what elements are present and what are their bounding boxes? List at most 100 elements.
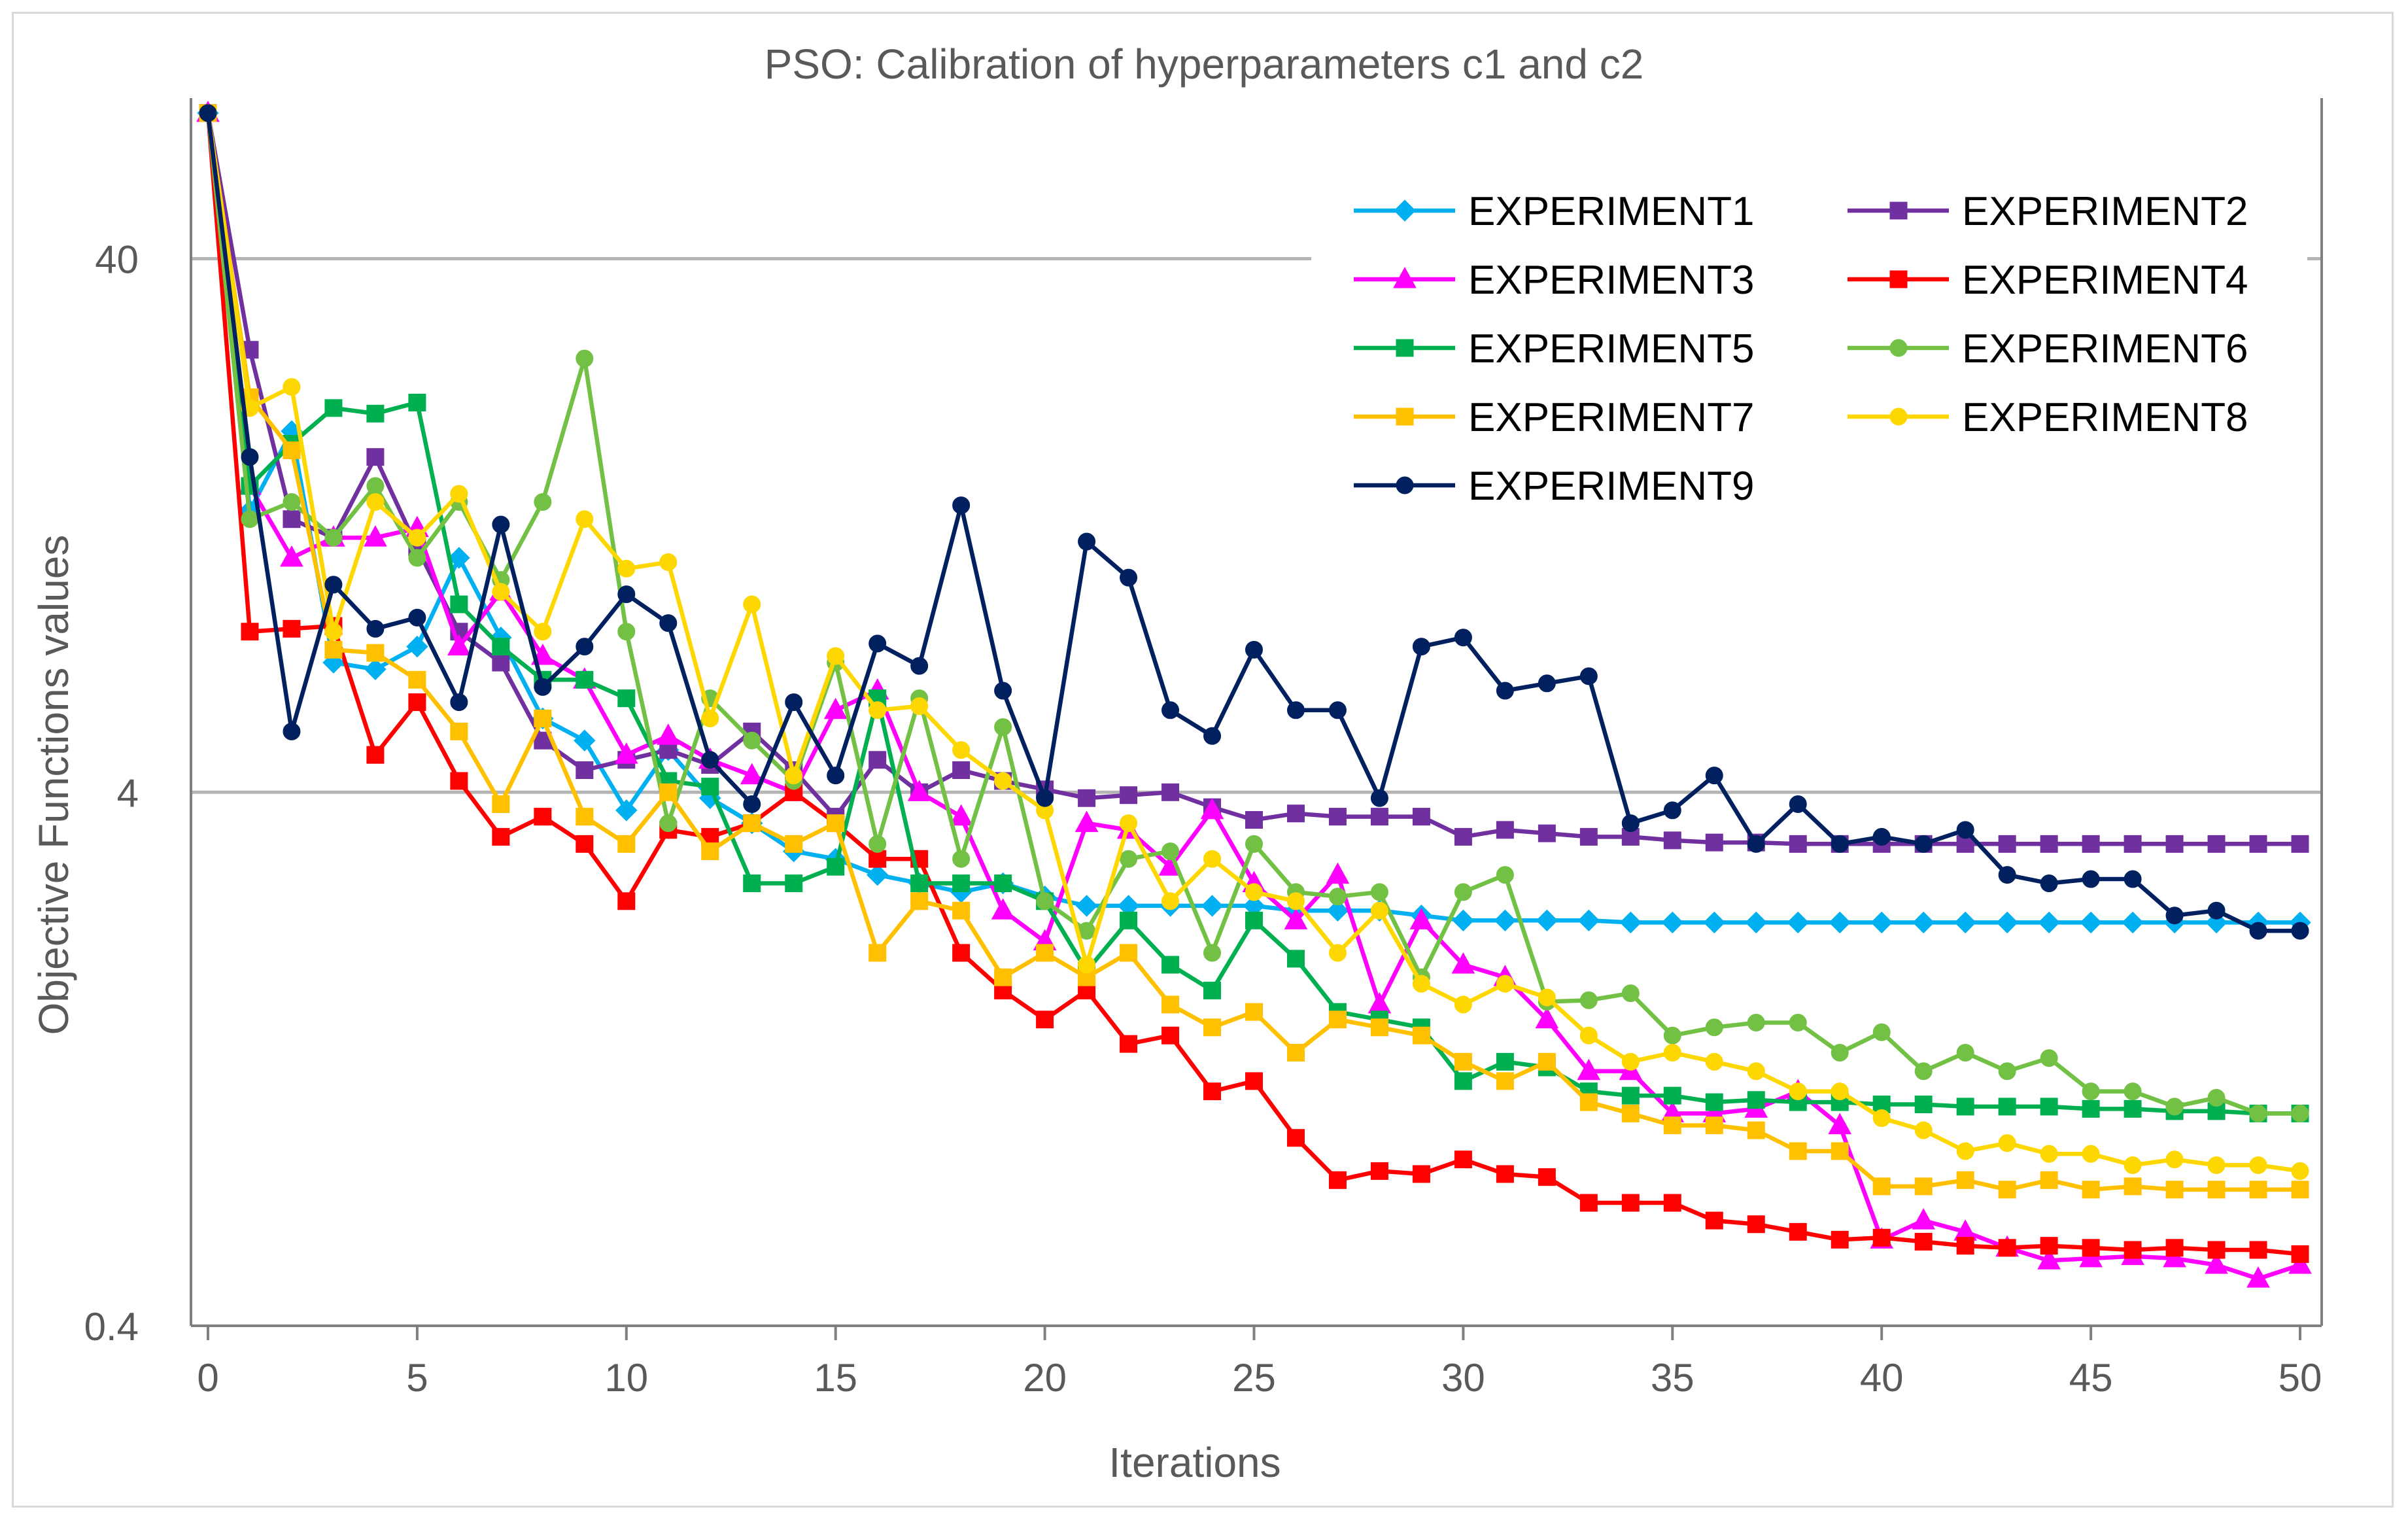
data-point [2207,1181,2226,1199]
data-point [1663,801,1681,820]
data-point [1245,640,1263,659]
data-point [1538,988,1556,1007]
data-point [366,477,385,495]
data-point [701,778,719,796]
data-point [1996,911,2018,934]
legend-item-experiment5: EXPERIMENT5 [1354,326,1755,372]
data-point [2082,1082,2100,1101]
data-point [1621,1194,1640,1212]
data-point [1496,975,1514,993]
data-point [1451,952,1475,974]
data-point [1956,1171,1974,1189]
data-point [869,850,887,868]
data-point [1663,1086,1681,1105]
data-point [447,634,471,656]
data-point [2291,1245,2309,1263]
data-point [1496,866,1514,884]
legend-swatch-marker [1889,407,1908,426]
data-point [1328,701,1347,719]
data-point [617,689,636,708]
data-point [659,553,678,571]
data-point [1496,1165,1514,1183]
data-point [2249,1156,2267,1174]
data-point [534,493,552,511]
data-point [1161,956,1180,974]
data-point [1705,1116,1723,1135]
data-point [1496,1052,1514,1071]
data-point [1496,682,1514,700]
data-point [1831,1043,1849,1062]
data-point [827,857,845,876]
data-point [1789,1014,1807,1032]
data-point [827,647,845,665]
data-point [324,399,343,417]
data-point [1621,1104,1640,1122]
data-point [1787,911,1809,934]
data-point [408,670,426,689]
data-point [450,485,468,503]
series-experiment8 [199,104,2309,1180]
data-point [2040,1171,2058,1189]
data-point [2291,835,2309,853]
data-point [1579,827,1598,846]
data-point [450,693,468,712]
legend-label: EXPERIMENT7 [1468,395,1755,440]
x-tick-label: 10 [604,1356,648,1400]
legend-item-experiment7: EXPERIMENT7 [1354,395,1755,440]
data-point [2040,835,2058,853]
data-point [1579,991,1598,1009]
data-point [1120,850,1138,868]
data-point [1412,808,1430,826]
data-point [1705,767,1723,785]
data-point [1956,821,1974,839]
data-point [1078,532,1096,551]
legend-swatch-marker [1396,476,1414,494]
data-point [994,968,1012,986]
data-point [743,595,761,614]
data-point [1789,835,1807,853]
data-point [1120,786,1138,804]
data-point [1831,1230,1849,1249]
legend-label: EXPERIMENT1 [1468,189,1755,234]
legend-item-experiment3: EXPERIMENT3 [1354,258,1755,303]
legend-label: EXPERIMENT5 [1468,326,1755,372]
data-point [2207,1088,2226,1107]
data-point [785,693,803,712]
data-point [1538,1052,1556,1071]
data-point [1912,1208,1936,1230]
data-point [1286,804,1305,823]
x-tick-label: 30 [1441,1356,1485,1400]
data-point [366,619,385,638]
data-point [910,874,929,893]
data-point [492,638,510,656]
x-tick-label: 0 [197,1356,218,1400]
data-point [869,701,887,719]
data-point [1328,1011,1347,1029]
data-point [2082,1099,2100,1118]
data-point [2165,1098,2184,1116]
data-point [1828,1113,1852,1135]
data-point [283,619,301,638]
data-point [827,767,845,785]
data-point [1829,911,1851,934]
data-point [1663,1026,1681,1045]
data-point [952,761,971,780]
data-point [2207,835,2226,853]
data-point [1621,1086,1640,1105]
data-point [2124,1099,2142,1118]
data-point [994,682,1012,700]
data-point [1705,1211,1723,1230]
data-point [1328,944,1347,962]
data-point [1454,827,1472,846]
data-point [450,722,468,740]
legend-label: EXPERIMENT9 [1468,464,1755,509]
y-axis-title: Objective Functions values [30,535,77,1035]
data-point [1412,1026,1430,1045]
data-point [1954,911,1976,934]
data-point [2165,1150,2184,1169]
data-point [2037,1248,2061,1270]
x-tick-label: 40 [1860,1356,1904,1400]
data-point [1914,1095,1933,1113]
data-point [408,528,426,547]
